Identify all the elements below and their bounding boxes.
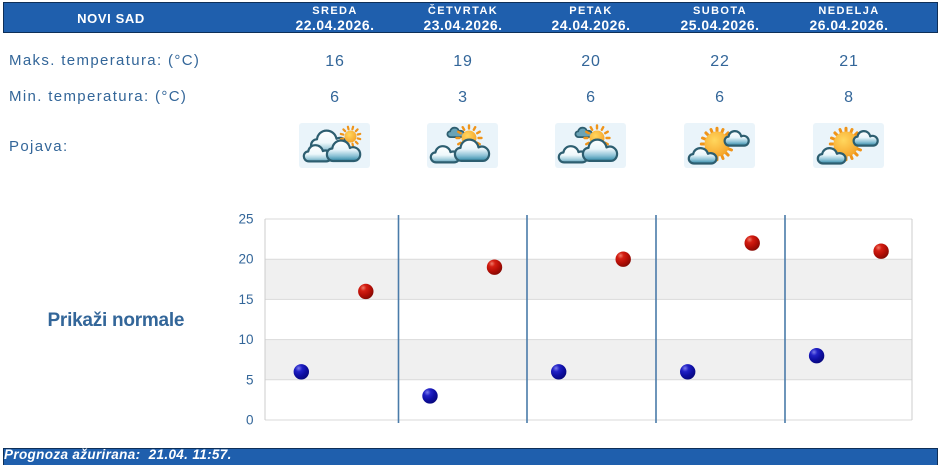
svg-text:5: 5 xyxy=(246,372,254,387)
svg-text:25: 25 xyxy=(238,212,253,227)
svg-text:15: 15 xyxy=(238,292,253,307)
svg-text:20: 20 xyxy=(238,252,253,267)
svg-text:10: 10 xyxy=(238,332,253,347)
svg-text:0: 0 xyxy=(246,413,254,428)
